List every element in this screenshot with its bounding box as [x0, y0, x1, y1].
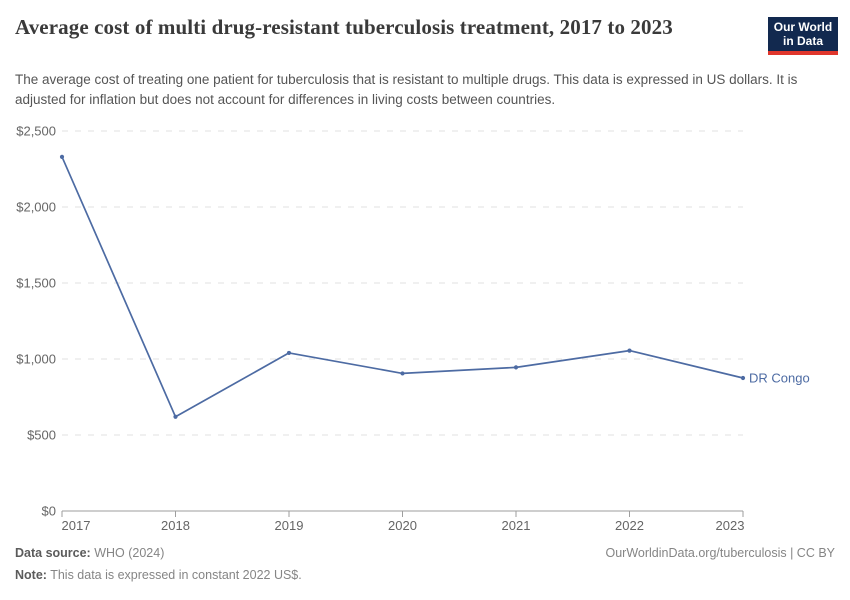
chart-subtitle: The average cost of treating one patient…	[15, 72, 798, 108]
x-tick-label: 2017	[62, 518, 91, 533]
chart-title: Average cost of multi drug-resistant tub…	[15, 15, 673, 39]
owid-logo-line1: Our World	[773, 20, 833, 34]
x-tick-label: 2020	[388, 518, 417, 533]
footer-link[interactable]: OurWorldinData.org/tuberculosis | CC BY	[605, 546, 836, 560]
data-point-marker[interactable]	[740, 375, 746, 381]
owid-logo[interactable]: Our World in Data	[768, 17, 838, 55]
x-tick-label: 2019	[275, 518, 304, 533]
data-point-marker[interactable]	[286, 350, 292, 356]
x-tick-label: 2018	[161, 518, 190, 533]
y-tick-label: $1,000	[16, 352, 56, 367]
data-point-marker[interactable]	[59, 154, 65, 159]
data-source-value: WHO (2024)	[90, 546, 165, 560]
data-point-marker[interactable]	[627, 348, 632, 353]
y-tick-label: $2,000	[16, 200, 56, 215]
chart-footer: Data source: WHO (2024) OurWorldinData.o…	[15, 546, 835, 583]
y-tick-label: $1,500	[16, 276, 56, 291]
y-tick-label: $500	[27, 428, 56, 443]
series-line[interactable]	[61, 155, 744, 418]
data-point-marker[interactable]	[173, 414, 178, 419]
x-tick-label: 2022	[615, 518, 644, 533]
series-end-label[interactable]: DR Congo	[749, 371, 810, 386]
note-value: This data is expressed in constant 2022 …	[46, 568, 302, 582]
data-source-line: Data source: WHO (2024)	[15, 546, 164, 561]
note-label: Note:	[15, 568, 47, 582]
data-source-label: Data source:	[15, 546, 91, 560]
x-tick-label: 2023	[716, 518, 745, 533]
y-tick-label: $2,500	[16, 124, 56, 139]
data-point-marker[interactable]	[400, 371, 405, 376]
y-tick-label: $0	[42, 504, 56, 519]
x-tick-label: 2021	[502, 518, 531, 533]
data-point-marker[interactable]	[513, 365, 519, 370]
owid-logo-line2: in Data	[782, 34, 823, 49]
note-line: Note: This data is expressed in constant…	[15, 568, 835, 583]
line-chart: $0 $500 $1,000 $1,500 $2,000 $2,500 2017 2018 20…	[16, 124, 810, 534]
